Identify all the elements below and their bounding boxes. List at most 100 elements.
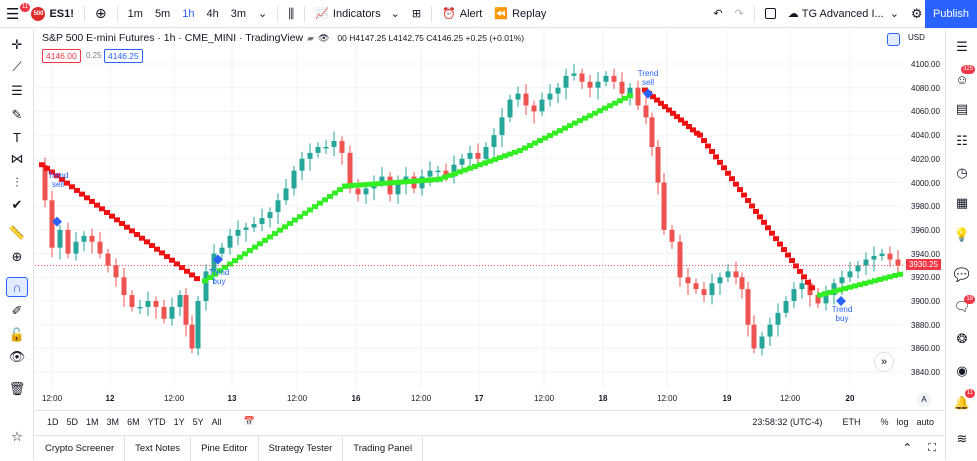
goto-date-icon[interactable]: 📅 [243, 416, 255, 426]
buy-trail-block [512, 149, 518, 155]
candle-body [499, 117, 505, 136]
clock[interactable]: 23:58:32 (UTC-4) [752, 416, 823, 427]
collapse-panel-icon[interactable]: ⌃ [902, 441, 913, 455]
buy-trail-block [592, 110, 598, 116]
alert-button[interactable]: ⏰ Alert [436, 0, 488, 28]
tab-strategy-tester[interactable]: Strategy Tester [259, 435, 344, 461]
pattern-icon[interactable]: ⋈ [10, 151, 24, 166]
range-3m[interactable]: 3M [106, 416, 120, 427]
interval-4h[interactable]: 4h [206, 7, 219, 20]
news-icon[interactable]: ▤ [955, 101, 969, 116]
session-toggle[interactable]: ETH [842, 416, 861, 427]
buy-trail-block [372, 181, 378, 187]
tab-trading-panel[interactable]: Trading Panel [343, 435, 424, 461]
undo-button[interactable]: ↶ [707, 0, 728, 28]
sell-trail-block [678, 117, 684, 123]
auto-toggle[interactable]: auto [916, 416, 934, 427]
settings-button[interactable]: ⚙ [905, 0, 929, 28]
idea-pin-icon[interactable]: ❂ [956, 331, 968, 346]
object-tree-toggle[interactable] [887, 33, 900, 46]
candle-body [299, 158, 305, 171]
sell-trail-block [662, 104, 668, 110]
buy-trail-block [602, 105, 608, 111]
eye-icon[interactable]: 👁 [8, 349, 26, 364]
range-1y[interactable]: 1Y [173, 416, 185, 427]
currency-label[interactable]: USD [908, 33, 925, 42]
templates-button[interactable]: ⊞ [406, 0, 427, 28]
calendar-icon[interactable]: ▦ [955, 195, 969, 210]
candle-body [579, 73, 585, 82]
price-axis[interactable]: USD [903, 29, 944, 407]
alerts-bell-icon[interactable]: 🔔 [953, 395, 971, 410]
brush-icon[interactable]: ✎ [11, 107, 23, 122]
interval-dropdown[interactable]: ⌄ [252, 0, 273, 28]
chat-icon[interactable]: 💬 [953, 267, 971, 282]
clock-icon[interactable]: ◷ [956, 165, 968, 180]
sell-trail-block [164, 254, 170, 260]
lightbulb-icon[interactable]: 💡 [953, 227, 971, 242]
interval-5m[interactable]: 5m [154, 7, 171, 20]
sell-trail-block [733, 181, 739, 187]
publish-button[interactable]: Publish [925, 0, 977, 28]
star-icon[interactable]: ☆ [11, 429, 23, 444]
ideas-icon[interactable]: ☺ [955, 71, 969, 87]
log-toggle[interactable]: log [896, 416, 909, 427]
tab-crypto-screener[interactable]: Crypto Screener [35, 435, 126, 461]
menu-button[interactable]: ☰ 11 [0, 0, 31, 28]
range-1d[interactable]: 1D [47, 416, 59, 427]
sell-trail-block [709, 148, 715, 154]
hotlist-icon[interactable]: ☷ [956, 133, 968, 148]
watchlist-icon[interactable]: ☰ [956, 39, 968, 54]
price-chart[interactable] [35, 29, 903, 389]
replay-button[interactable]: ⏪ Replay [488, 0, 552, 28]
horizontal-lines-icon[interactable]: ☰ [11, 83, 23, 98]
redo-button[interactable]: ↷ [729, 0, 750, 28]
symbol-search[interactable]: 500 ES1! [25, 0, 79, 28]
sell-trail-block [789, 257, 795, 263]
sell-trail-block [59, 176, 65, 182]
lock-pencil-icon[interactable]: ✐ [11, 303, 23, 318]
interval-1m[interactable]: 1m [127, 7, 143, 20]
scroll-to-realtime-button[interactable]: » [874, 352, 894, 372]
interval-1h[interactable]: 1h [182, 7, 195, 20]
sell-price-button[interactable]: 4146.00 [42, 49, 81, 63]
layout-toggle[interactable] [759, 0, 782, 28]
range-ytd[interactable]: YTD [147, 416, 166, 427]
signal-diamond [836, 296, 846, 306]
chart-type-button[interactable]: ⫼ [282, 0, 300, 28]
layout-name-button[interactable]: ☁ TG Advanced I... ⌄ [782, 0, 905, 28]
sell-trail-block [785, 252, 791, 258]
compare-button[interactable]: ⊕ [89, 0, 113, 28]
trash-icon[interactable]: 🗑 [8, 381, 26, 396]
tab-pine-editor[interactable]: Pine Editor [191, 435, 259, 461]
tab-text-notes[interactable]: Text Notes [125, 435, 192, 461]
text-icon[interactable]: T [13, 129, 21, 145]
grid-icon: ⊞ [411, 8, 422, 20]
legend-eye-icon[interactable]: 👁 [317, 32, 330, 43]
buy-price-button[interactable]: 4146.25 [104, 49, 143, 63]
ruler-icon[interactable]: 📏 [8, 225, 26, 240]
check-icon[interactable]: ✔ [11, 197, 23, 212]
interval-3m[interactable]: 3m [230, 7, 246, 20]
range-1m[interactable]: 1M [86, 416, 99, 427]
range-all[interactable]: All [211, 416, 222, 427]
range-5y[interactable]: 5Y [192, 416, 204, 427]
crosshair-icon[interactable]: ✛ [11, 37, 23, 52]
range-5d[interactable]: 5D [66, 416, 79, 427]
legend-marker-icon: ▰ [307, 32, 314, 43]
prediction-icon[interactable]: ⫶ [15, 175, 19, 190]
auto-scale-button[interactable]: A [917, 393, 931, 407]
chevron-down-icon: ⌄ [258, 8, 268, 20]
zoom-in-icon[interactable]: ⊕ [11, 249, 23, 264]
magnet-icon[interactable]: ∩ [6, 277, 28, 297]
time-axis-label: 12:00 [287, 394, 308, 403]
lock-icon[interactable]: 🔓 [8, 327, 26, 342]
buy-trail-block [317, 200, 323, 206]
maximize-panel-icon[interactable]: ⛶ [928, 441, 936, 454]
range-6m[interactable]: 6M [127, 416, 140, 427]
trend-line-icon[interactable]: ⟋ [12, 59, 22, 74]
stream-icon[interactable]: ◉ [956, 363, 968, 378]
indicators-button[interactable]: 📈 Indicators ⌄ [309, 0, 406, 28]
percent-toggle[interactable]: % [880, 416, 889, 427]
help-icon[interactable]: ≋ [956, 431, 968, 446]
